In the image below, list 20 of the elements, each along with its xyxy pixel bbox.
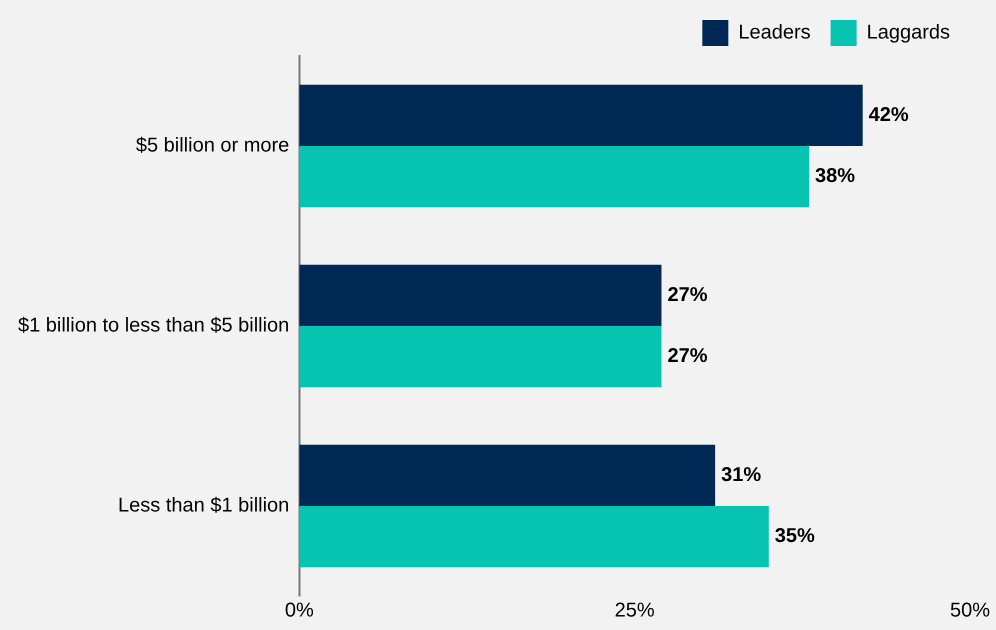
x-tick-label: 50% — [950, 600, 990, 622]
bar — [299, 146, 810, 208]
legend-label: Leaders — [738, 22, 811, 44]
bar — [299, 84, 863, 146]
x-tick-label: 25% — [614, 600, 655, 622]
legend-label: Laggards — [866, 22, 950, 44]
y-tick-label: $5 billion or more — [136, 134, 290, 157]
text: 27% — [667, 284, 708, 306]
text: 31% — [721, 464, 762, 486]
y-tick-label: Less than $1 billion — [118, 494, 290, 517]
text: 38% — [815, 165, 856, 188]
bar — [299, 444, 716, 506]
y-tick-label: $1 billion to less than $5 billion — [18, 314, 290, 337]
x-tick-label: 0% — [284, 600, 314, 622]
bar — [299, 326, 662, 388]
bar — [299, 506, 769, 568]
text: 27% — [667, 345, 708, 368]
bar — [299, 264, 662, 326]
text: 42% — [868, 104, 909, 126]
text: 35% — [774, 525, 815, 548]
